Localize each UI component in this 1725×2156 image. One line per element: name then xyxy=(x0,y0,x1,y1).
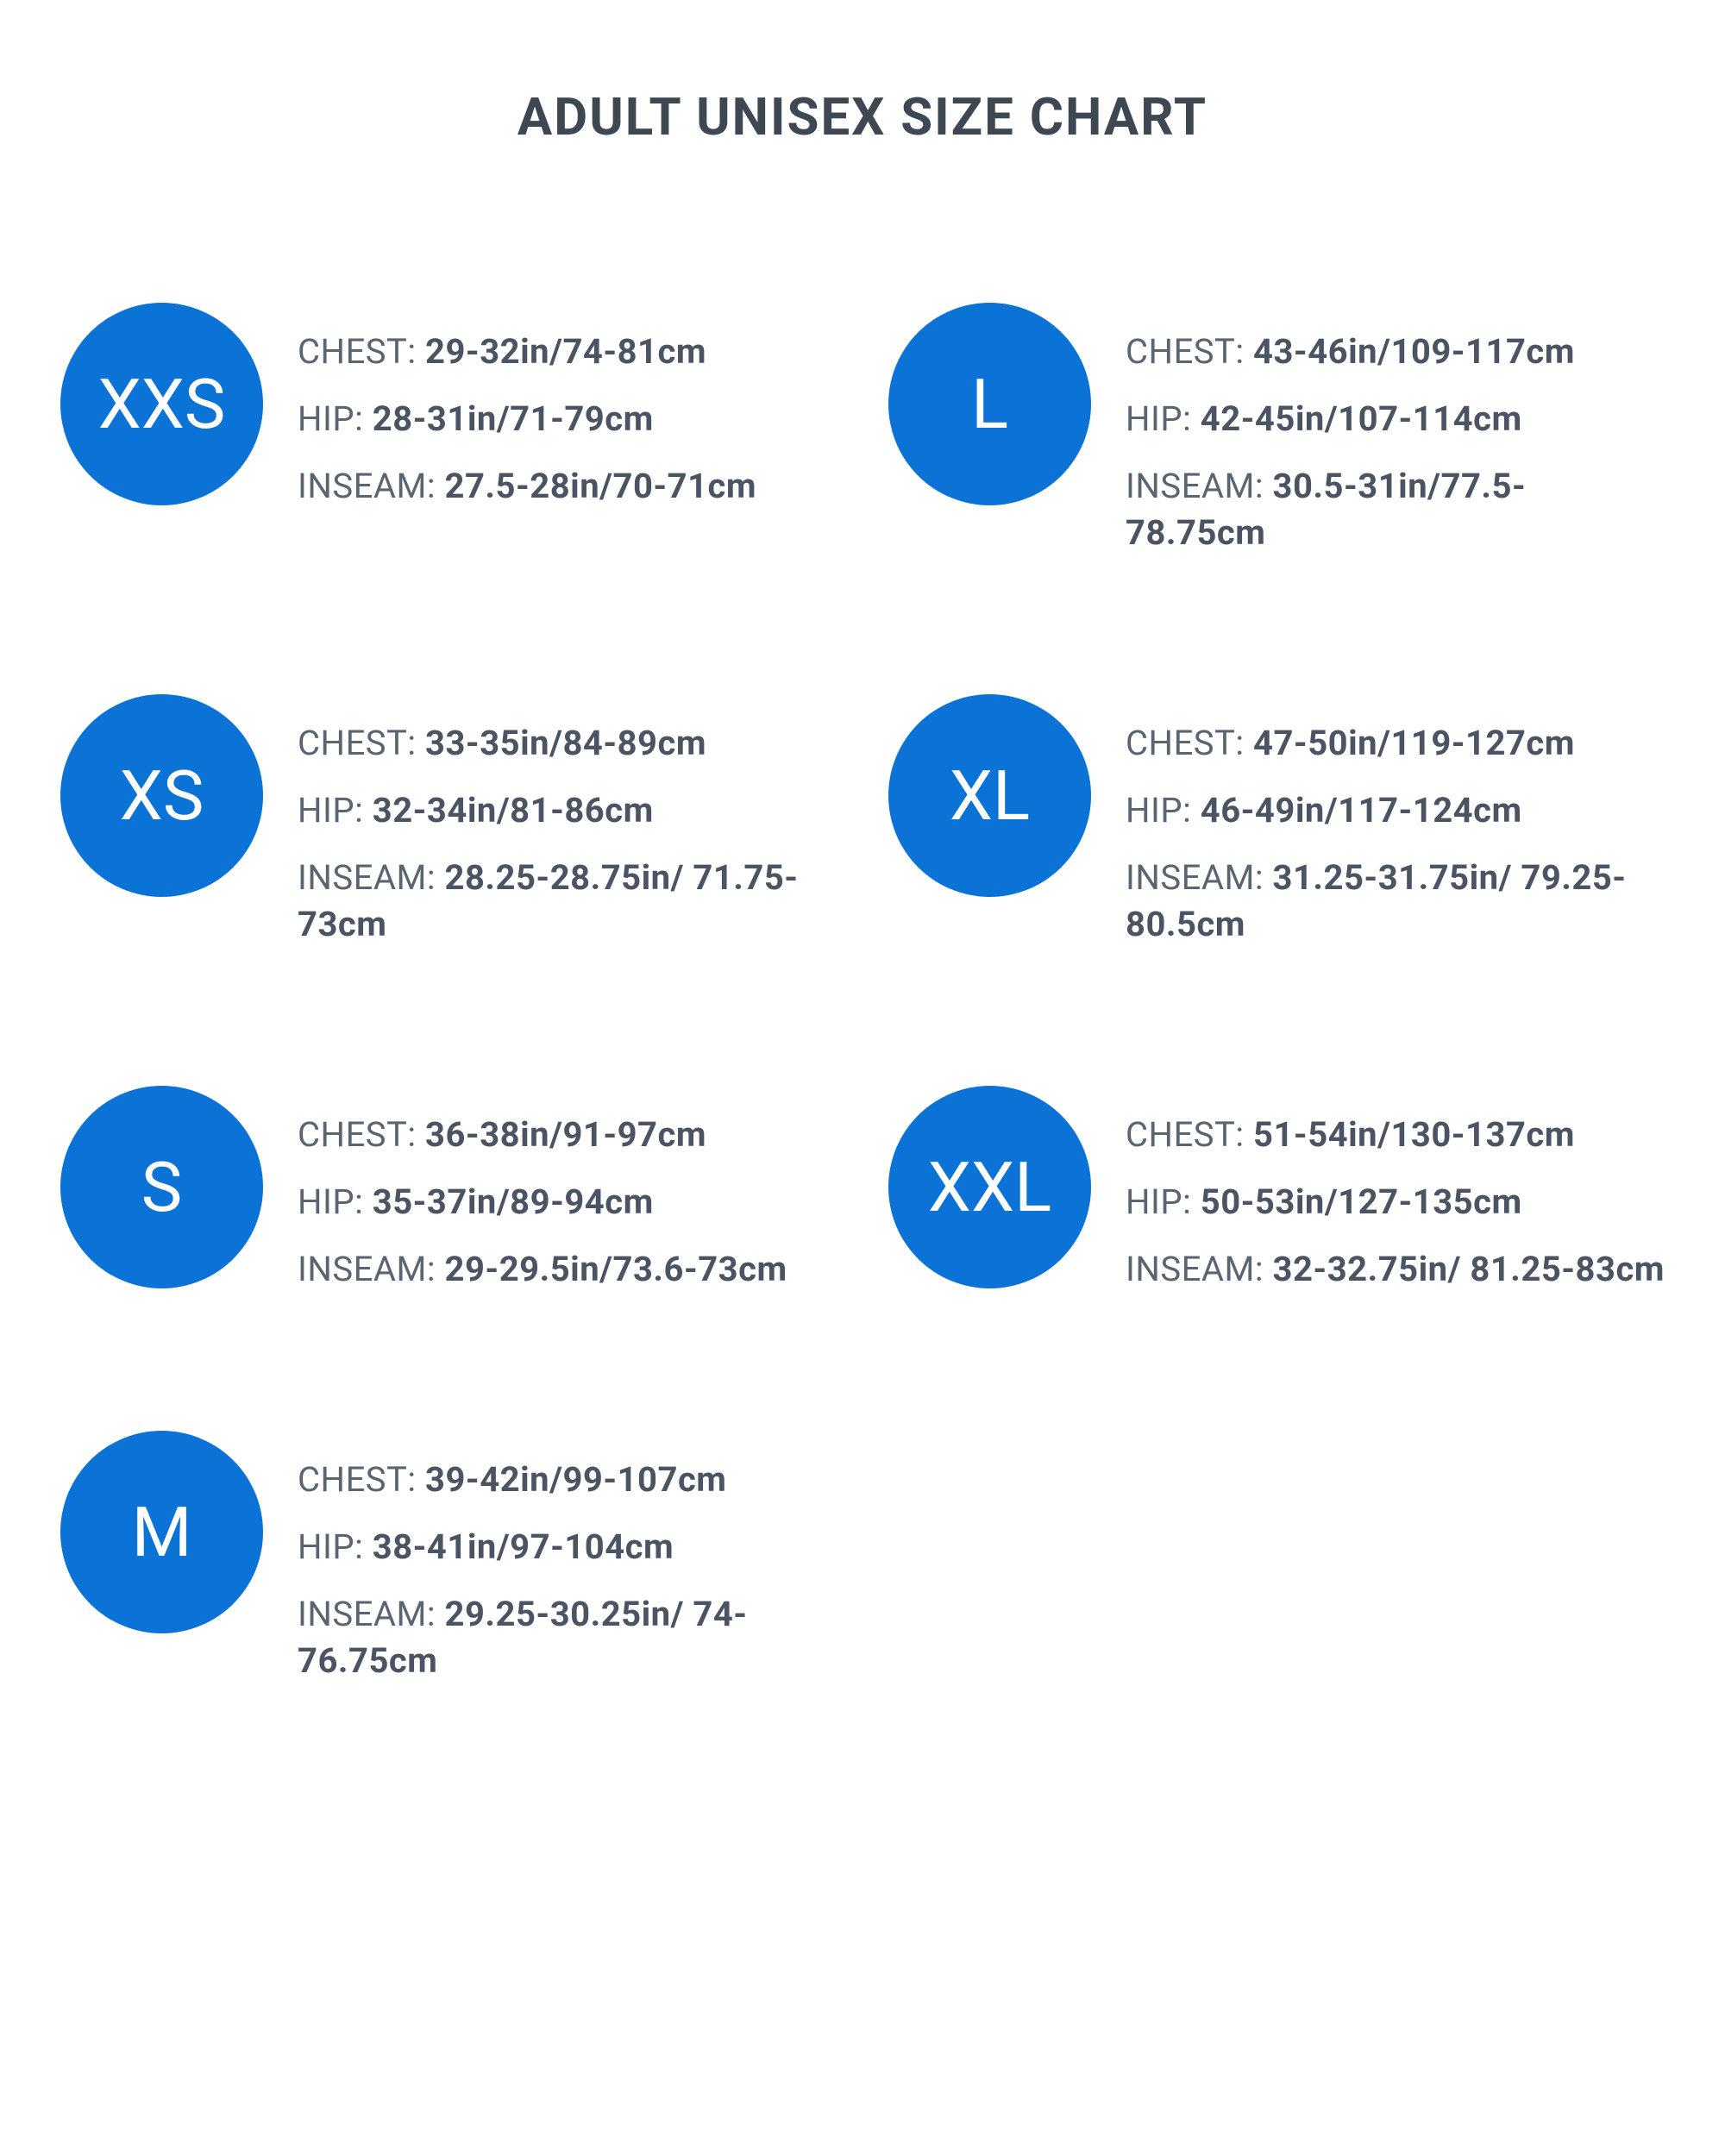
chest-value: 43-46in/109-117cm xyxy=(1253,331,1575,372)
hip-label: HIP: xyxy=(1126,398,1191,439)
chest-line: CHEST: 29-32in/74-81cm xyxy=(298,329,756,375)
inseam-value: 27.5-28in/70-71cm xyxy=(445,466,757,506)
size-badge: L xyxy=(888,303,1091,505)
hip-value: 32-34in/81-86cm xyxy=(373,790,654,830)
hip-label: HIP: xyxy=(1126,790,1191,830)
chest-line: CHEST: 47-50in/119-127cm xyxy=(1126,720,1665,767)
inseam-label: INSEAM: xyxy=(1126,466,1264,506)
hip-line: HIP: 50-53in/127-135cm xyxy=(1126,1179,1665,1225)
inseam-line: INSEAM: 29.25-30.25in/ 74-76.75cm xyxy=(298,1591,837,1684)
hip-line: HIP: 46-49in/117-124cm xyxy=(1126,787,1665,834)
chest-label: CHEST: xyxy=(298,1114,417,1155)
size-grid: XXS CHEST: 29-32in/74-81cm HIP: 28-31in/… xyxy=(52,320,1673,1684)
inseam-label: INSEAM: xyxy=(298,1594,436,1634)
chest-line: CHEST: 33-35in/84-89cm xyxy=(298,720,837,767)
chest-label: CHEST: xyxy=(298,1459,417,1500)
chest-label: CHEST: xyxy=(298,331,417,372)
chest-line: CHEST: 43-46in/109-117cm xyxy=(1126,329,1665,375)
chest-label: CHEST: xyxy=(1126,331,1245,372)
hip-value: 28-31in/71-79cm xyxy=(373,398,654,439)
inseam-line: INSEAM: 32-32.75in/ 81.25-83cm xyxy=(1126,1246,1665,1293)
inseam-label: INSEAM: xyxy=(1126,1249,1264,1289)
inseam-label: INSEAM: xyxy=(298,857,436,898)
inseam-line: INSEAM: 29-29.5in/73.6-73cm xyxy=(298,1246,787,1293)
chest-value: 47-50in/119-127cm xyxy=(1253,723,1575,763)
inseam-line: INSEAM: 30.5-31in/77.5-78.75cm xyxy=(1126,463,1665,556)
chest-label: CHEST: xyxy=(298,723,417,763)
chest-label: CHEST: xyxy=(1126,723,1245,763)
hip-value: 46-49in/117-124cm xyxy=(1201,790,1522,830)
size-item-s: S CHEST: 36-38in/91-97cm HIP: 35-37in/89… xyxy=(60,1103,837,1293)
measurements: CHEST: 33-35in/84-89cm HIP: 32-34in/81-8… xyxy=(298,711,837,948)
inseam-line: INSEAM: 31.25-31.75in/ 79.25-80.5cm xyxy=(1126,855,1665,948)
chest-value: 29-32in/74-81cm xyxy=(425,331,706,372)
size-item-l: L CHEST: 43-46in/109-117cm HIP: 42-45in/… xyxy=(888,320,1665,556)
size-item-m: M CHEST: 39-42in/99-107cm HIP: 38-41in/9… xyxy=(60,1448,837,1684)
size-badge: XXL xyxy=(888,1086,1091,1288)
chest-value: 33-35in/84-89cm xyxy=(425,723,706,763)
hip-line: HIP: 28-31in/71-79cm xyxy=(298,396,756,442)
measurements: CHEST: 51-54in/130-137cm HIP: 50-53in/12… xyxy=(1126,1103,1665,1293)
hip-line: HIP: 35-37in/89-94cm xyxy=(298,1179,787,1225)
hip-value: 50-53in/127-135cm xyxy=(1201,1181,1522,1222)
hip-value: 42-45in/107-114cm xyxy=(1201,398,1522,439)
size-badge: S xyxy=(60,1086,263,1288)
size-badge: XXS xyxy=(60,303,263,505)
size-item-xs: XS CHEST: 33-35in/84-89cm HIP: 32-34in/8… xyxy=(60,711,837,948)
chest-value: 39-42in/99-107cm xyxy=(425,1459,726,1500)
hip-label: HIP: xyxy=(298,398,363,439)
measurements: CHEST: 36-38in/91-97cm HIP: 35-37in/89-9… xyxy=(298,1103,787,1293)
inseam-line: INSEAM: 28.25-28.75in/ 71.75-73cm xyxy=(298,855,837,948)
chest-line: CHEST: 36-38in/91-97cm xyxy=(298,1112,787,1158)
hip-label: HIP: xyxy=(298,1181,363,1222)
hip-line: HIP: 38-41in/97-104cm xyxy=(298,1524,837,1570)
inseam-line: INSEAM: 27.5-28in/70-71cm xyxy=(298,463,756,510)
chest-value: 51-54in/130-137cm xyxy=(1253,1114,1575,1155)
chest-value: 36-38in/91-97cm xyxy=(425,1114,706,1155)
inseam-value: 32-32.75in/ 81.25-83cm xyxy=(1273,1249,1665,1289)
chest-line: CHEST: 39-42in/99-107cm xyxy=(298,1457,837,1503)
size-item-xl: XL CHEST: 47-50in/119-127cm HIP: 46-49in… xyxy=(888,711,1665,948)
size-item-xxl: XXL CHEST: 51-54in/130-137cm HIP: 50-53i… xyxy=(888,1103,1665,1293)
inseam-label: INSEAM: xyxy=(1126,857,1264,898)
size-badge: XL xyxy=(888,694,1091,897)
hip-line: HIP: 32-34in/81-86cm xyxy=(298,787,837,834)
inseam-label: INSEAM: xyxy=(298,1249,436,1289)
inseam-label: INSEAM: xyxy=(298,466,436,506)
measurements: CHEST: 43-46in/109-117cm HIP: 42-45in/10… xyxy=(1126,320,1665,556)
inseam-value: 29-29.5in/73.6-73cm xyxy=(445,1249,787,1289)
hip-line: HIP: 42-45in/107-114cm xyxy=(1126,396,1665,442)
measurements: CHEST: 47-50in/119-127cm HIP: 46-49in/11… xyxy=(1126,711,1665,948)
chest-line: CHEST: 51-54in/130-137cm xyxy=(1126,1112,1665,1158)
hip-label: HIP: xyxy=(298,1526,363,1567)
measurements: CHEST: 39-42in/99-107cm HIP: 38-41in/97-… xyxy=(298,1448,837,1684)
hip-label: HIP: xyxy=(298,790,363,830)
size-badge: M xyxy=(60,1431,263,1633)
size-item-xxs: XXS CHEST: 29-32in/74-81cm HIP: 28-31in/… xyxy=(60,320,837,556)
size-badge: XS xyxy=(60,694,263,897)
chart-title: ADULT UNISEX SIZE CHART xyxy=(52,86,1673,147)
hip-label: HIP: xyxy=(1126,1181,1191,1222)
hip-value: 38-41in/97-104cm xyxy=(373,1526,674,1567)
hip-value: 35-37in/89-94cm xyxy=(373,1181,654,1222)
measurements: CHEST: 29-32in/74-81cm HIP: 28-31in/71-7… xyxy=(298,320,756,510)
chest-label: CHEST: xyxy=(1126,1114,1245,1155)
